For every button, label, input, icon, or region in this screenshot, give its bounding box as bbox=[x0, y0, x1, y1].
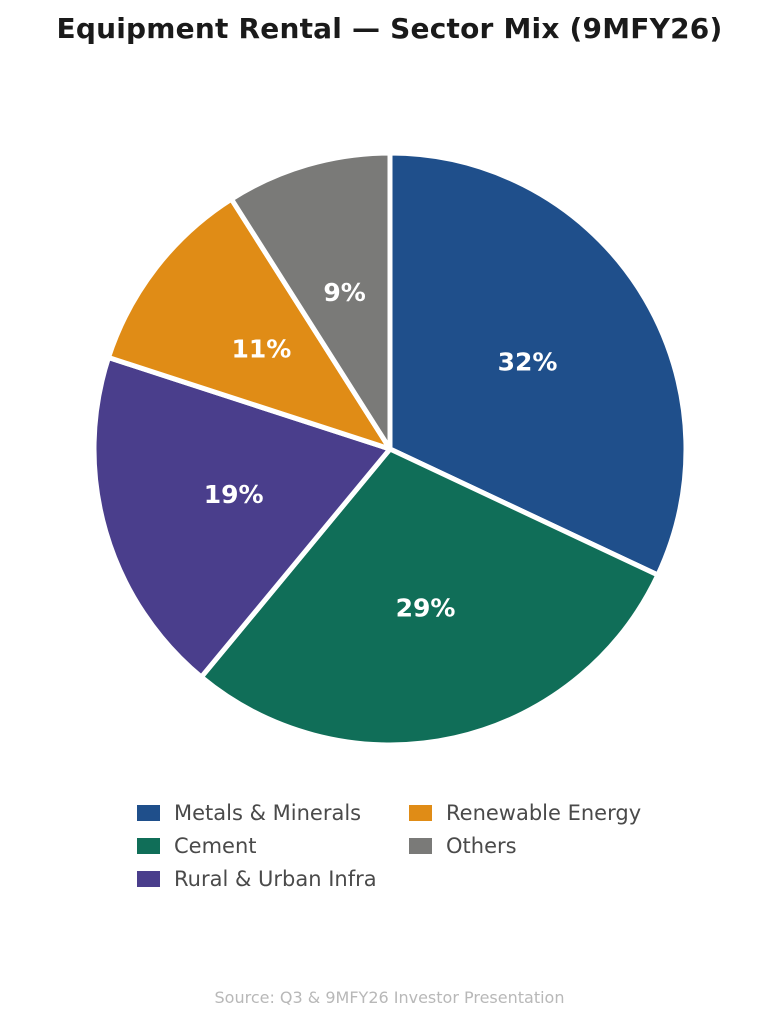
legend-label-rural-urban-infra: Rural & Urban Infra bbox=[174, 866, 377, 891]
legend-label-metals-minerals: Metals & Minerals bbox=[174, 800, 362, 825]
legend-swatch-renewable-energy bbox=[409, 804, 432, 821]
legend-item-rural-urban-infra: Rural & Urban Infra bbox=[137, 866, 409, 891]
pie-slice-cement bbox=[198, 446, 661, 748]
pie-labels: 32% 29% 19% 11% 9% bbox=[204, 278, 558, 622]
legend-swatch-rural-urban-infra bbox=[137, 870, 160, 887]
pie-slice-metals-minerals bbox=[387, 150, 689, 578]
chart-title: Equipment Rental — Sector Mix (9MFY26) bbox=[56, 12, 723, 45]
legend: Metals & Minerals Renewable Energy Cemen… bbox=[137, 800, 697, 891]
legend-swatch-cement bbox=[137, 837, 160, 854]
legend-item-metals-minerals: Metals & Minerals bbox=[137, 800, 409, 825]
pie-slices bbox=[91, 150, 689, 748]
pie-slice-others bbox=[228, 150, 393, 452]
slice-label-rural-urban-infra: 19% bbox=[204, 480, 264, 509]
legend-label-cement: Cement bbox=[174, 833, 257, 858]
source-note: Source: Q3 & 9MFY26 Investor Presentatio… bbox=[214, 988, 565, 1007]
pie-slice-rural-urban-infra bbox=[91, 355, 393, 680]
legend-item-others: Others bbox=[409, 833, 699, 858]
slice-label-cement: 29% bbox=[396, 593, 456, 622]
slice-label-metals-minerals: 32% bbox=[498, 347, 558, 376]
legend-label-renewable-energy: Renewable Energy bbox=[446, 800, 642, 825]
legend-swatch-metals-minerals bbox=[137, 804, 160, 821]
legend-item-renewable-energy: Renewable Energy bbox=[409, 800, 699, 825]
pie-slice-renewable-energy bbox=[105, 196, 393, 452]
slice-label-others: 9% bbox=[323, 278, 365, 307]
legend-swatch-others bbox=[409, 837, 432, 854]
legend-label-others: Others bbox=[446, 833, 517, 858]
slice-label-renewable-energy: 11% bbox=[231, 335, 291, 364]
legend-item-cement: Cement bbox=[137, 833, 409, 858]
